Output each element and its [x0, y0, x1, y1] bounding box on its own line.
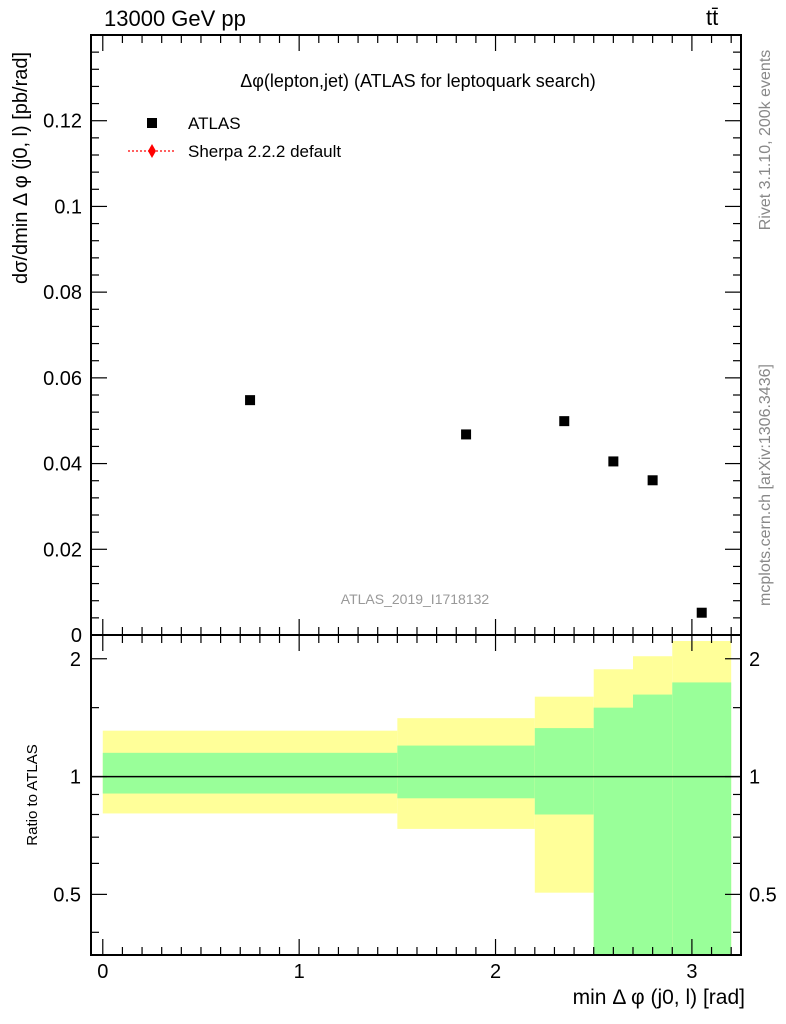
ratio-band-inner-4	[632, 694, 673, 955]
ratio-band-inner-0	[102, 752, 398, 794]
main-y-tick-label: 0	[71, 625, 82, 647]
legend-atlas-marker	[147, 118, 157, 128]
atlas-data-point	[461, 429, 472, 440]
x-axis-label: min Δ φ (j0, l) [rad]	[573, 986, 745, 1009]
x-tick-label: 1	[294, 961, 305, 983]
x-tick-label: 2	[490, 961, 501, 983]
ratio-y-axis-label: Ratio to ATLAS	[24, 744, 41, 845]
chart-title: Δφ(lepton,jet) (ATLAS for leptoquark sea…	[240, 71, 596, 91]
main-y-tick-label: 0.04	[43, 454, 82, 476]
ratio-bands	[102, 641, 732, 955]
ratio-band-inner-5	[672, 682, 732, 955]
legend-sherpa-label: Sherpa 2.2.2 default	[188, 142, 341, 161]
main-y-tick-label: 0.1	[54, 196, 82, 218]
atlas-data-point	[559, 416, 570, 427]
main-y-tick-label: 0.02	[43, 539, 82, 561]
rivet-version-label: Rivet 3.1.10, 200k events	[757, 49, 774, 231]
ratio-y-tick-label-right: 0.5	[749, 884, 777, 906]
ratio-band-inner-1	[397, 745, 535, 799]
legend-atlas-label: ATLAS	[188, 114, 241, 133]
ratio-y-tick-label: 0.5	[53, 884, 81, 906]
main-y-tick-label: 0.08	[43, 282, 82, 304]
atlas-data-point	[696, 607, 707, 618]
main-y-axis-label: dσ/dmin Δ φ (j0, l) [pb/rad]	[10, 52, 32, 284]
mcplots-label: mcplots.cern.ch [arXiv:1306.3436]	[757, 364, 774, 606]
axis-ticks	[91, 34, 741, 955]
atlas-data-points	[245, 395, 707, 618]
atlas-data-point	[647, 475, 658, 486]
atlas-data-point	[608, 456, 619, 467]
x-tick-label: 0	[97, 961, 108, 983]
atlas-data-point	[245, 395, 256, 406]
process-label: tt̄	[706, 5, 719, 30]
x-tick-label: 3	[686, 961, 697, 983]
ratio-band-inner-3	[593, 707, 633, 955]
main-y-tick-label: 0.06	[43, 368, 82, 390]
main-y-tick-label: 0.12	[43, 111, 82, 133]
ratio-y-tick-label-right: 1	[749, 767, 760, 789]
ratio-y-tick-label: 1	[70, 767, 81, 789]
legend: ATLAS Sherpa 2.2.2 default	[128, 114, 341, 161]
analysis-watermark: ATLAS_2019_I1718132	[341, 591, 490, 607]
ratio-y-tick-label: 2	[70, 649, 81, 671]
tick-labels: 0 0.02 0.04 0.06 0.08 0.1 0.12 0 1 2 3 0.5 0.5 1 1 2 2	[43, 111, 777, 983]
legend-sherpa-marker	[148, 144, 156, 158]
ratio-y-tick-label-right: 2	[749, 649, 760, 671]
ratio-band-inner-2	[534, 728, 594, 815]
energy-label: 13000 GeV pp	[104, 6, 246, 31]
